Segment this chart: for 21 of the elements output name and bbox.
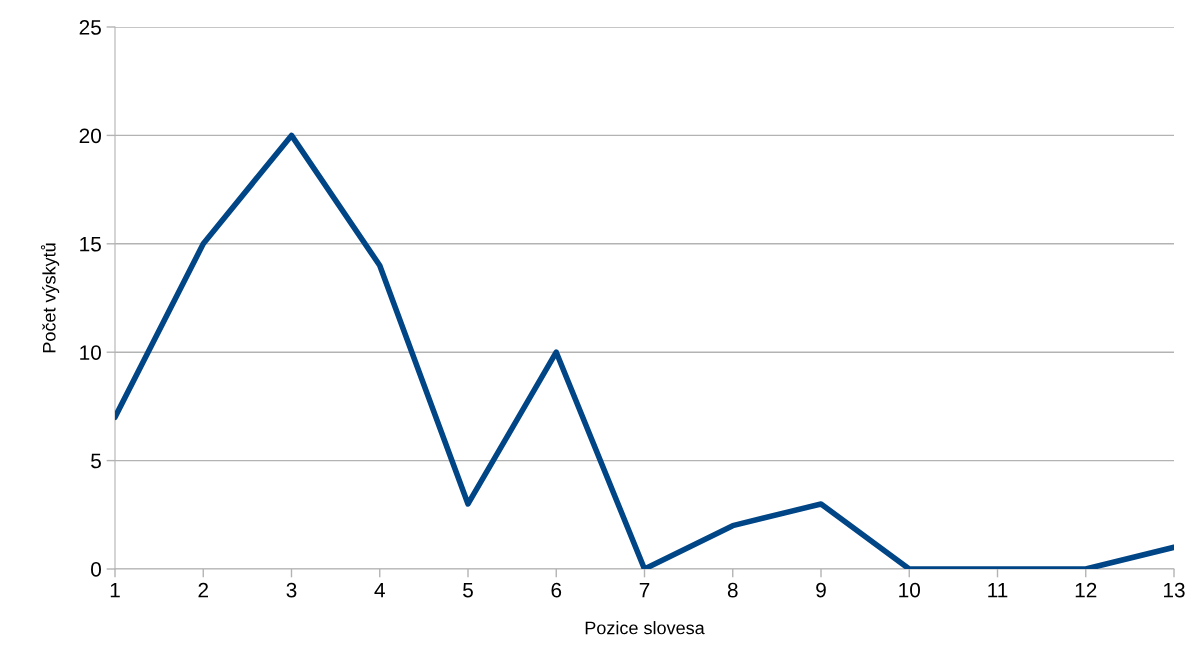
x-tick-label: 9 [816,582,826,598]
y-axis-title: Počet výskytů [40,243,60,353]
x-tick-label: 11 [988,582,1008,598]
x-tick-label: 8 [727,582,738,598]
x-tick-label: 4 [374,582,385,598]
y-tick-label: 5 [91,453,101,469]
x-tick-label: 10 [899,582,921,598]
x-tick-label: 6 [551,582,562,598]
y-tick-label: 10 [80,345,101,360]
x-tick-label: 5 [463,582,473,598]
y-tick-label: 0 [91,562,101,577]
y-tick-label: 25 [79,20,101,35]
x-tick-label: 12 [1075,582,1097,598]
x-tick-label: 3 [286,582,297,598]
y-tick-label: 20 [79,128,101,144]
x-tick-label: 7 [639,582,650,598]
y-tick-label: 15 [80,237,101,252]
x-tick-label: 1 [110,582,120,598]
x-tick-label: 13 [1164,582,1185,598]
x-axis-title: Pozice slovesa [585,621,705,635]
x-tick-label: 2 [198,582,208,598]
